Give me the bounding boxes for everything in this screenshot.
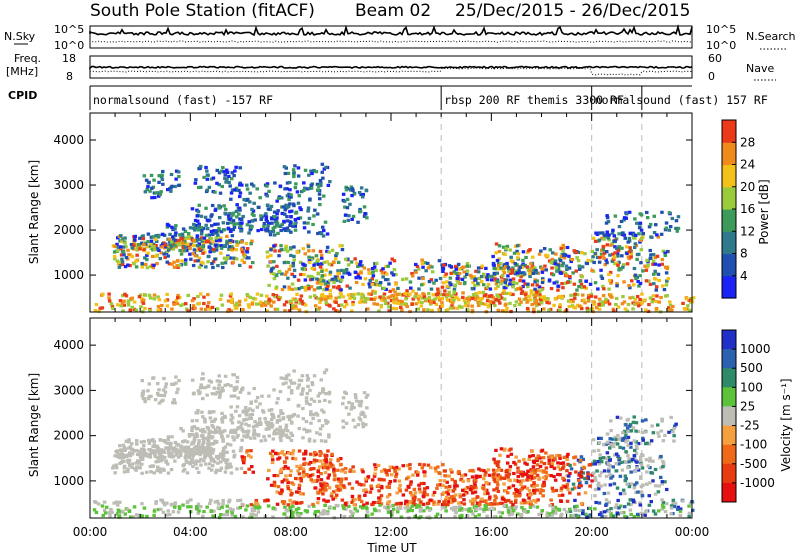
ytick-label: 3000 [53, 178, 84, 192]
colorbar-tick-label: 4 [740, 269, 748, 283]
power-colorbar: 4 8 12 16 20 24 28 [721, 119, 755, 299]
nsky-line [89, 23, 693, 37]
colorbar-segment [722, 164, 736, 188]
nsky-panel: N.Sky 10^5 10^0 N.Search 10^5 10^0 [4, 23, 796, 52]
nsearch-tick-top: 10^5 [706, 23, 736, 36]
colorbar-tick-label: -1000 [740, 476, 775, 490]
colorbar-segment [722, 253, 736, 277]
freq-line [89, 65, 693, 70]
colorbar-tick-label: 100 [740, 380, 763, 394]
colorbar-tick-label: 1000 [740, 342, 771, 356]
colorbar-segment [722, 330, 736, 350]
cpid-segment-label: normalsound (fast) -157 RF [93, 93, 273, 107]
colorbar-tick-label: 12 [740, 224, 755, 238]
colorbar-segment [722, 142, 736, 166]
xtick-label: 00:00 [73, 525, 108, 539]
ytick-label: 3000 [53, 383, 84, 397]
colorbar-segment [722, 349, 736, 369]
xtick-label: 12:00 [374, 525, 409, 539]
velocity-colorbar-label: Velocity [m s⁻¹] [779, 378, 793, 471]
xaxis-label: Time UT [366, 541, 417, 554]
colorbar-tick-label: 28 [740, 135, 755, 149]
nave-tick-top: 60 [708, 52, 722, 65]
xtick-label: 04:00 [173, 525, 208, 539]
freq-tick-bottom: 8 [66, 70, 73, 83]
colorbar-segment [722, 482, 736, 503]
colorbar-tick-label: 25 [740, 399, 755, 413]
ytick-label: 2000 [53, 429, 84, 443]
xtick-label: 16:00 [474, 525, 509, 539]
colorbar-tick-label: 16 [740, 202, 755, 216]
freq-unit: [MHz] [6, 65, 38, 78]
nave-line [89, 67, 693, 76]
freq-tick-top: 18 [62, 52, 76, 65]
power-colorbar-label: Power [dB] [757, 179, 771, 244]
cpid-label: CPID [8, 89, 37, 102]
nsearch-label: N.Search [746, 30, 796, 43]
colorbar-segment [722, 444, 736, 465]
ytick-label: 4000 [53, 133, 84, 147]
nsky-tick-top: 10^5 [54, 23, 84, 36]
power-panel: 1000 2000 3000 4000 [53, 112, 696, 314]
cpid-segment-label: themis 3300 RF [527, 93, 624, 107]
freq-label: Freq. [14, 52, 41, 65]
ytick-label: 1000 [53, 474, 84, 488]
cpid-segment-label: normalsound (fast) 157 RF [595, 93, 768, 107]
nsky-tick-bottom: 10^0 [54, 39, 84, 52]
beam-title: Beam 02 [355, 1, 431, 21]
colorbar-tick-label: 500 [740, 361, 763, 375]
colorbar-segment [722, 209, 736, 232]
xtick-label: 20:00 [574, 525, 609, 539]
nsky-label: N.Sky [4, 30, 36, 43]
nave-label: Nave [746, 62, 774, 75]
cpid-segment-label: rbsp 200 RF [444, 93, 520, 107]
colorbar-tick-label: -500 [740, 457, 767, 471]
colorbar-segment [722, 406, 736, 426]
ytick-label: 2000 [53, 223, 84, 237]
ytick-label: 1000 [53, 268, 84, 282]
colorbar-segment [722, 231, 736, 255]
ytick-label: 4000 [53, 338, 84, 352]
power-cells [93, 162, 696, 314]
colorbar-segment [722, 387, 736, 407]
colorbar-segment [722, 275, 736, 299]
cpid-strip: CPID normalsound (fast) -157 RF rbsp 200 … [8, 85, 768, 110]
colorbar-segment [722, 463, 736, 484]
date-title: 25/Dec/2015 - 26/Dec/2015 [455, 1, 690, 21]
colorbar-tick-label: 24 [740, 158, 755, 172]
nsearch-line [89, 40, 693, 43]
colorbar-segment [722, 186, 736, 210]
nave-tick-bottom: 0 [708, 70, 715, 83]
freq-panel: Freq. [MHz] 18 8 Nave 60 0 [6, 52, 776, 83]
colorbar-segment [722, 425, 736, 446]
xtick-label: 08:00 [273, 525, 308, 539]
colorbar-tick-label: 8 [740, 247, 748, 261]
nsearch-tick-bottom: 10^0 [706, 39, 736, 52]
velocity-panel: 1000 2000 3000 4000 00:00 04:00 08:00 12:00 16:0… [53, 317, 710, 539]
colorbar-tick-label: 20 [740, 180, 755, 194]
colorbar-segment [722, 120, 736, 143]
colorbar-tick-label: -25 [740, 419, 760, 433]
power-ylabel: Slant Range [km] [27, 160, 41, 264]
xtick-label: 00:00 [675, 525, 710, 539]
colorbar-tick-label: -100 [740, 438, 767, 452]
velocity-ylabel: Slant Range [km] [27, 373, 41, 477]
station-title: South Pole Station (fitACF) [90, 1, 315, 21]
velocity-cells [92, 368, 695, 520]
velocity-colorbar: 1000 500 100 25 -25 -100 -500 -1000 [721, 329, 775, 503]
colorbar-segment [722, 368, 736, 388]
